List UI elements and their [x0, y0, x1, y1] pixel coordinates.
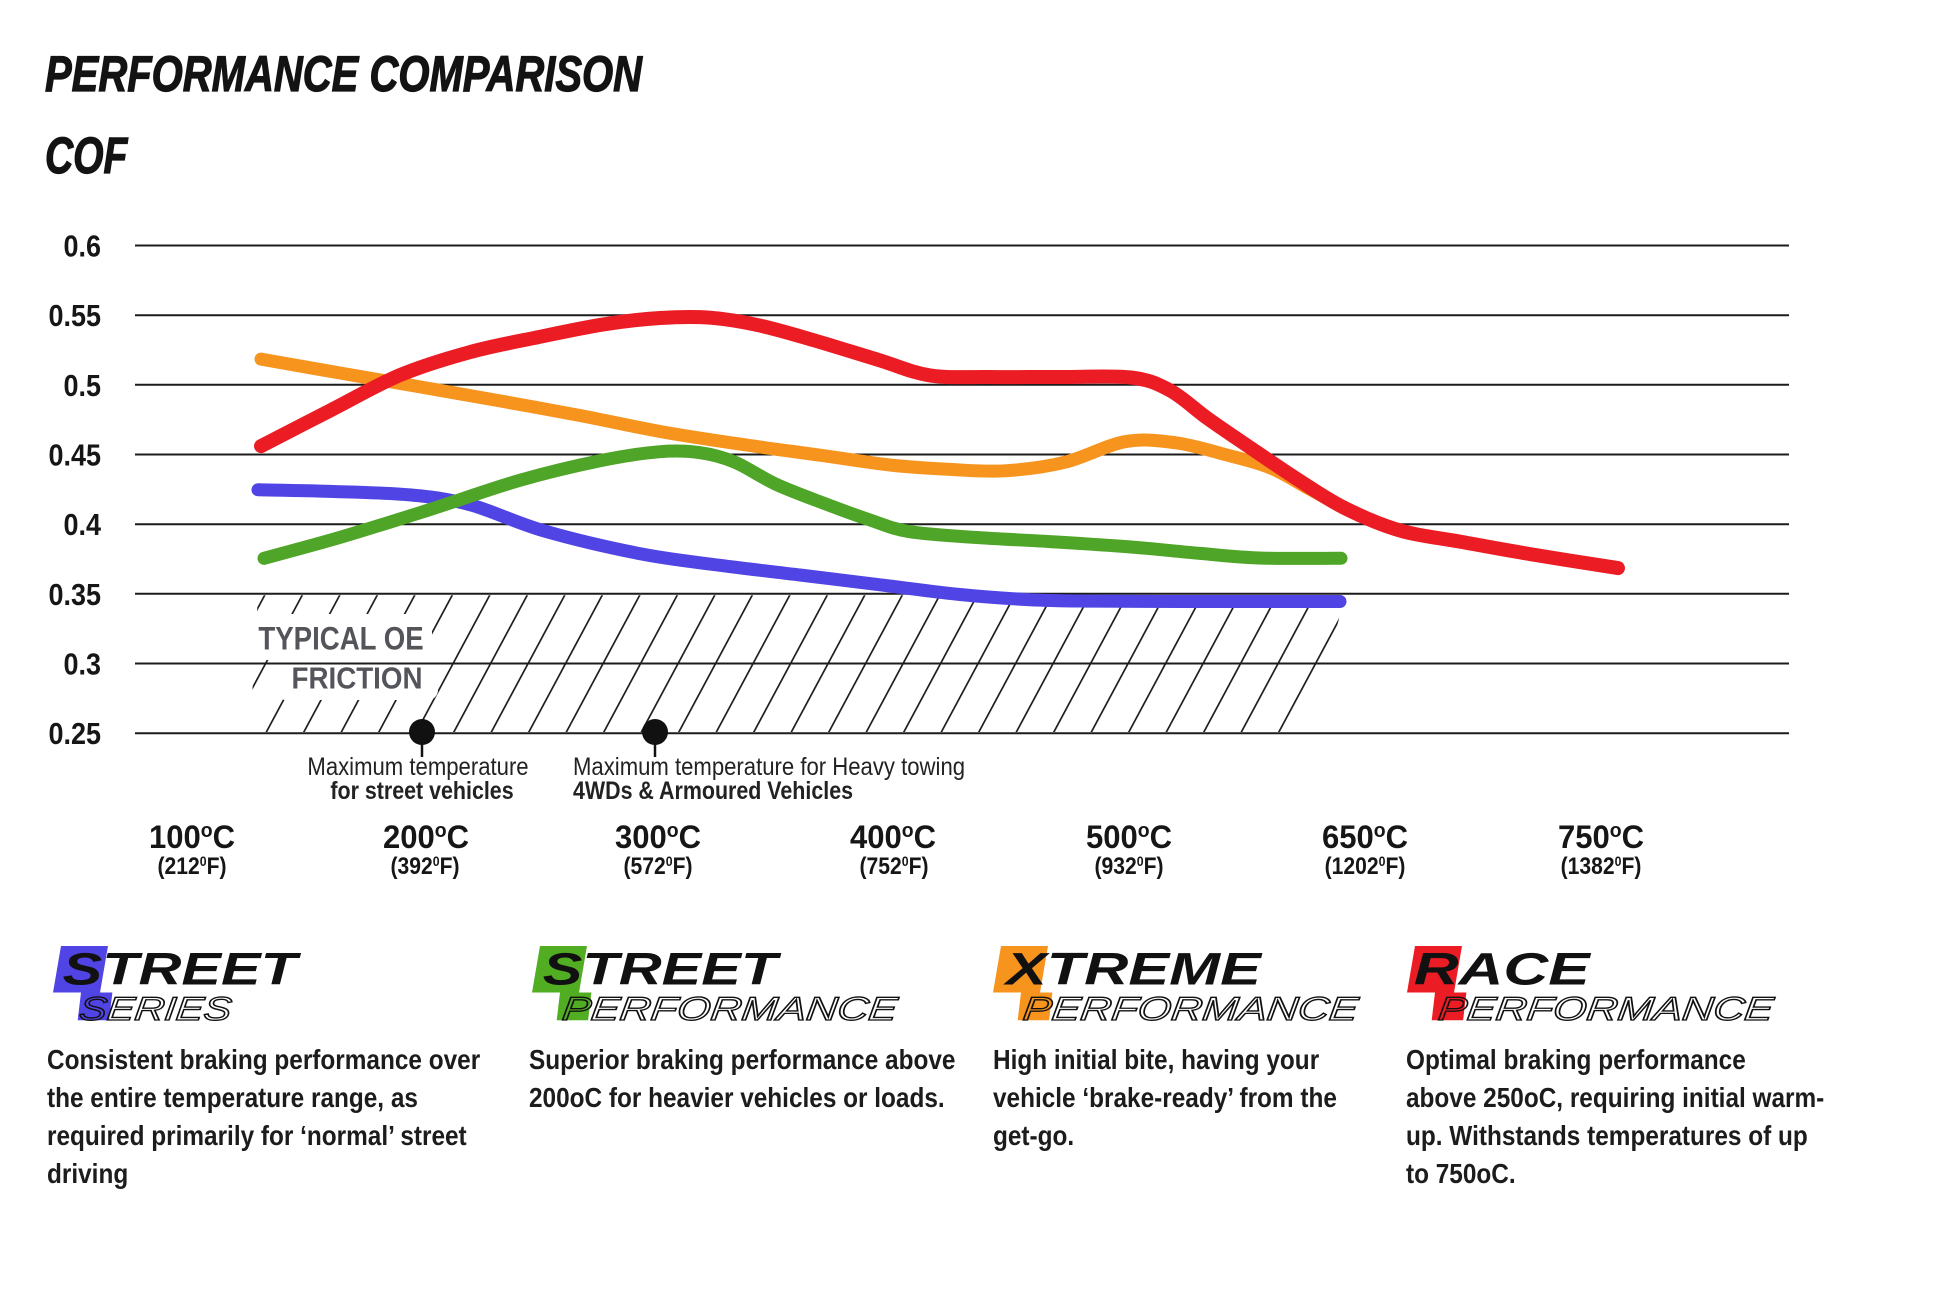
svg-text:400oC: 400oC: [850, 819, 936, 856]
svg-text:750oC: 750oC: [1558, 819, 1644, 856]
svg-text:PERFORMANCE: PERFORMANCE: [1021, 991, 1360, 1028]
svg-text:(12020F): (12020F): [1325, 853, 1406, 880]
svg-text:100oC: 100oC: [149, 819, 235, 856]
svg-text:4WDs & Armoured Vehicles: 4WDs & Armoured Vehicles: [573, 776, 853, 804]
svg-text:(13820F): (13820F): [1561, 853, 1642, 880]
svg-text:(3920F): (3920F): [390, 853, 459, 880]
svg-text:0.25: 0.25: [49, 718, 101, 752]
svg-text:(5720F): (5720F): [623, 853, 692, 880]
svg-text:Maximum temperature for Heavy: Maximum temperature for Heavy towing: [573, 754, 965, 782]
svg-text:FRICTION: FRICTION: [292, 662, 423, 695]
svg-text:0.5: 0.5: [64, 369, 101, 403]
svg-text:for street vehicles: for street vehicles: [330, 776, 513, 804]
svg-text:500oC: 500oC: [1086, 819, 1172, 856]
svg-text:650oC: 650oC: [1322, 819, 1408, 856]
svg-text:PERFORMANCE: PERFORMANCE: [560, 991, 899, 1028]
svg-text:TYPICAL OE: TYPICAL OE: [258, 621, 423, 657]
svg-text:Maximum temperature: Maximum temperature: [307, 754, 528, 782]
svg-text:0.55: 0.55: [49, 300, 101, 334]
svg-text:STREET: STREET: [543, 945, 782, 995]
svg-text:(9320F): (9320F): [1094, 853, 1163, 880]
svg-text:PERFORMANCE: PERFORMANCE: [1436, 991, 1775, 1028]
svg-text:0.45: 0.45: [49, 439, 101, 473]
svg-text:(7520F): (7520F): [859, 853, 928, 880]
svg-text:300oC: 300oC: [615, 819, 701, 856]
svg-text:0.4: 0.4: [64, 509, 101, 543]
svg-text:200oC: 200oC: [383, 819, 469, 856]
svg-text:STREET: STREET: [63, 945, 302, 995]
svg-text:0.6: 0.6: [64, 230, 101, 264]
svg-text:RACE: RACE: [1414, 945, 1592, 994]
svg-text:XTREME: XTREME: [1003, 945, 1264, 995]
svg-text:0.3: 0.3: [64, 648, 101, 682]
svg-text:(2120F): (2120F): [157, 853, 226, 880]
svg-text:0.35: 0.35: [49, 578, 101, 612]
svg-text:SERIES: SERIES: [78, 990, 234, 1027]
